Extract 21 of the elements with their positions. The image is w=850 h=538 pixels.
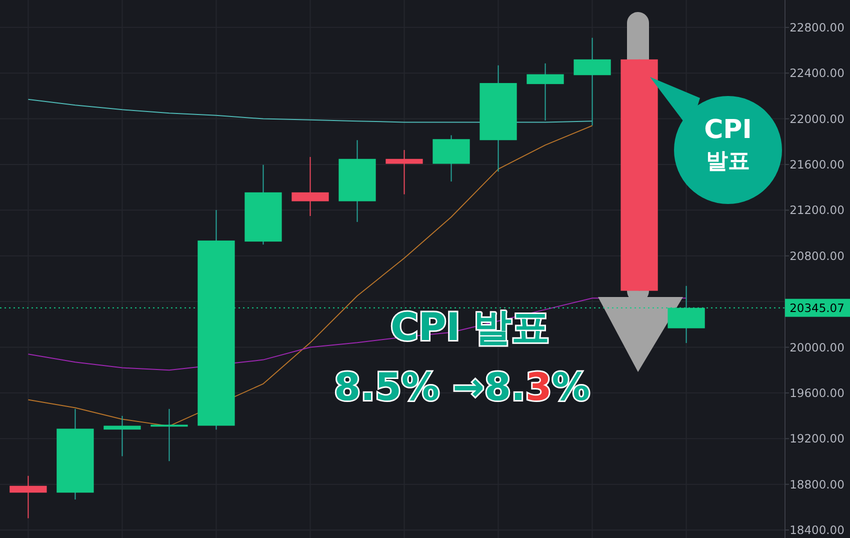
y-tick-label: 21600.00 — [790, 158, 844, 172]
y-tick-label: 18800.00 — [790, 477, 844, 492]
y-tick-label: 18400.00 — [790, 523, 844, 538]
candlestick — [10, 475, 47, 519]
y-tick-label: 20000.00 — [790, 340, 844, 354]
y-tick-label: 19600.00 — [790, 386, 844, 400]
candlestick — [386, 149, 423, 195]
y-tick-label: 22400.00 — [790, 66, 844, 80]
annotation: 8.5% →8.3% — [334, 365, 590, 409]
candlestick — [150, 408, 188, 462]
y-tick-label: 19200.00 — [790, 432, 844, 446]
line-series — [28, 125, 593, 427]
candlestick — [292, 156, 329, 216]
candlestick — [104, 415, 141, 457]
annotation: CPI 발표 — [704, 115, 752, 174]
line-series — [28, 98, 593, 123]
ref-line-label: 20345.07 — [790, 300, 844, 315]
y-tick-label: 22000.00 — [790, 112, 844, 126]
y-tick-label: 22800.00 — [790, 20, 844, 34]
y-tick-label: 21200.00 — [790, 203, 844, 218]
y-tick-label: 20800.00 — [790, 248, 844, 263]
